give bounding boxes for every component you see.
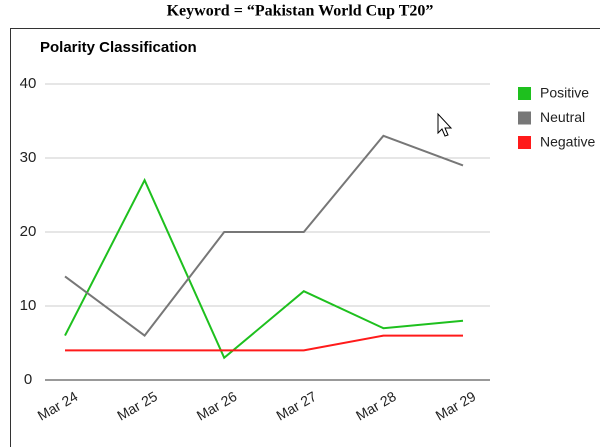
chart-frame xyxy=(10,28,600,447)
keyword-heading: Keyword = “Pakistan World Cup T20” xyxy=(167,3,434,20)
legend-label: Positive xyxy=(540,85,589,101)
mouse-cursor xyxy=(437,112,453,137)
legend-label: Neutral xyxy=(540,109,585,125)
legend-swatch xyxy=(518,87,531,100)
series-line xyxy=(65,334,463,352)
series-line xyxy=(64,177,464,360)
legend-label: Negative xyxy=(540,134,595,150)
chart-title: Polarity Classification xyxy=(40,39,197,56)
y-tick-label: 10 xyxy=(20,297,37,314)
y-tick-label: 40 xyxy=(20,75,37,92)
legend-swatch xyxy=(518,136,531,149)
y-tick-label: 30 xyxy=(20,149,37,166)
y-tick-label: 0 xyxy=(24,371,32,388)
legend-swatch xyxy=(518,111,531,125)
series-line xyxy=(64,134,464,337)
y-tick-label: 20 xyxy=(20,223,37,240)
